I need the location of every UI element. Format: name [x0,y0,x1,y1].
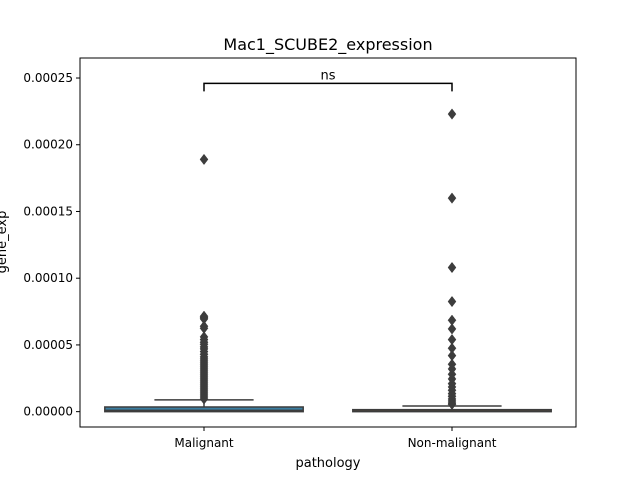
y-tick-label: 0.00020 [23,138,73,152]
axes-frame [79,57,577,428]
x-axis: Malignant Non-malignant [174,427,497,450]
significance-annotation: ns [203,68,453,92]
x-tick-label: Malignant [174,436,234,450]
box-non-malignant [352,108,552,413]
x-axis-label: pathology [295,456,360,471]
box-body [104,406,304,413]
y-tick-label: 0.00015 [23,204,73,218]
y-tick-label: 0.00005 [23,338,73,352]
box-malignant [104,153,304,413]
y-axis: 0.00000 0.00005 0.00010 0.00015 0.00020 0.000… [23,71,80,419]
y-axis-label: gene_exp [0,211,10,274]
y-tick-label: 0.00010 [23,271,73,285]
outlier-point [199,153,209,166]
outlier-point [447,192,457,204]
outlier-point [199,393,209,405]
outlier-point [447,261,457,274]
outlier-point [447,295,457,308]
x-tick-label: Non-malignant [408,436,497,450]
significance-bracket [203,82,453,92]
outlier-point [447,398,457,410]
y-tick-label: 0.00000 [23,405,73,419]
outlier-point [447,108,457,120]
chart-title: Mac1_SCUBE2_expression [223,35,432,55]
plot-area [104,108,552,413]
y-tick-label: 0.00025 [23,71,73,85]
significance-label: ns [320,68,335,83]
